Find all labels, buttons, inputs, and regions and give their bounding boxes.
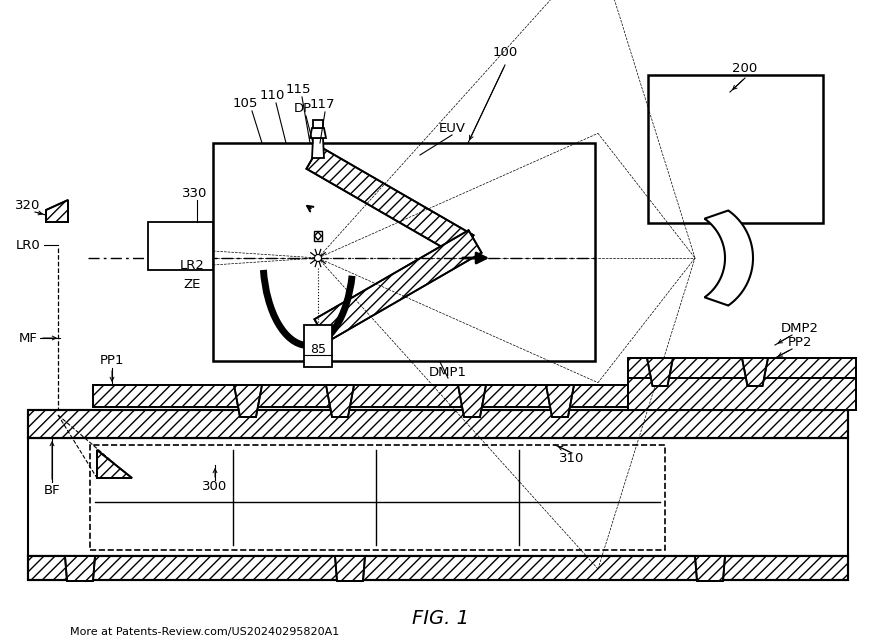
Text: PP1: PP1 bbox=[99, 354, 124, 366]
Polygon shape bbox=[46, 200, 68, 222]
Text: PP2: PP2 bbox=[788, 336, 812, 348]
Text: DMP1: DMP1 bbox=[429, 366, 467, 379]
Polygon shape bbox=[647, 358, 673, 386]
Text: FIG. 1: FIG. 1 bbox=[412, 609, 468, 627]
Text: 115: 115 bbox=[285, 82, 311, 95]
Text: 310: 310 bbox=[560, 451, 584, 464]
Polygon shape bbox=[458, 385, 486, 417]
Polygon shape bbox=[705, 211, 753, 305]
Polygon shape bbox=[234, 385, 262, 417]
Text: BF: BF bbox=[44, 484, 61, 497]
Polygon shape bbox=[97, 450, 132, 478]
Text: 100: 100 bbox=[493, 46, 517, 59]
Text: 300: 300 bbox=[202, 480, 228, 493]
Text: 85: 85 bbox=[310, 343, 326, 355]
Polygon shape bbox=[28, 438, 848, 556]
Text: 105: 105 bbox=[232, 97, 258, 109]
Text: LR2: LR2 bbox=[180, 258, 204, 272]
Polygon shape bbox=[335, 556, 365, 581]
Text: More at Patents-Review.com/US20240295820A1: More at Patents-Review.com/US20240295820… bbox=[70, 627, 340, 637]
Polygon shape bbox=[628, 378, 856, 410]
Text: ZE: ZE bbox=[183, 278, 201, 290]
Polygon shape bbox=[90, 445, 665, 550]
Text: 117: 117 bbox=[309, 97, 334, 111]
Polygon shape bbox=[314, 232, 321, 240]
Polygon shape bbox=[742, 358, 768, 386]
Polygon shape bbox=[304, 325, 332, 367]
Polygon shape bbox=[306, 146, 473, 258]
Polygon shape bbox=[695, 556, 725, 581]
Polygon shape bbox=[65, 556, 95, 581]
Polygon shape bbox=[28, 556, 848, 580]
Polygon shape bbox=[93, 385, 628, 407]
Text: 320: 320 bbox=[15, 198, 40, 211]
Polygon shape bbox=[314, 231, 322, 241]
Polygon shape bbox=[310, 128, 326, 138]
Text: DP: DP bbox=[294, 102, 312, 115]
Text: MF: MF bbox=[18, 332, 38, 345]
Text: EUV: EUV bbox=[438, 122, 466, 135]
Polygon shape bbox=[312, 138, 324, 158]
Text: 330: 330 bbox=[182, 187, 208, 200]
Text: 200: 200 bbox=[732, 61, 758, 75]
Text: 110: 110 bbox=[260, 88, 285, 102]
Text: LR0: LR0 bbox=[16, 238, 40, 252]
Circle shape bbox=[314, 254, 321, 261]
Bar bbox=[313, 120, 323, 128]
Polygon shape bbox=[28, 410, 848, 438]
Polygon shape bbox=[648, 75, 823, 223]
Polygon shape bbox=[326, 385, 354, 417]
Polygon shape bbox=[148, 222, 213, 270]
Polygon shape bbox=[314, 231, 481, 342]
Text: DMP2: DMP2 bbox=[781, 321, 819, 334]
Polygon shape bbox=[213, 143, 595, 361]
Polygon shape bbox=[628, 358, 856, 378]
Polygon shape bbox=[546, 385, 574, 417]
